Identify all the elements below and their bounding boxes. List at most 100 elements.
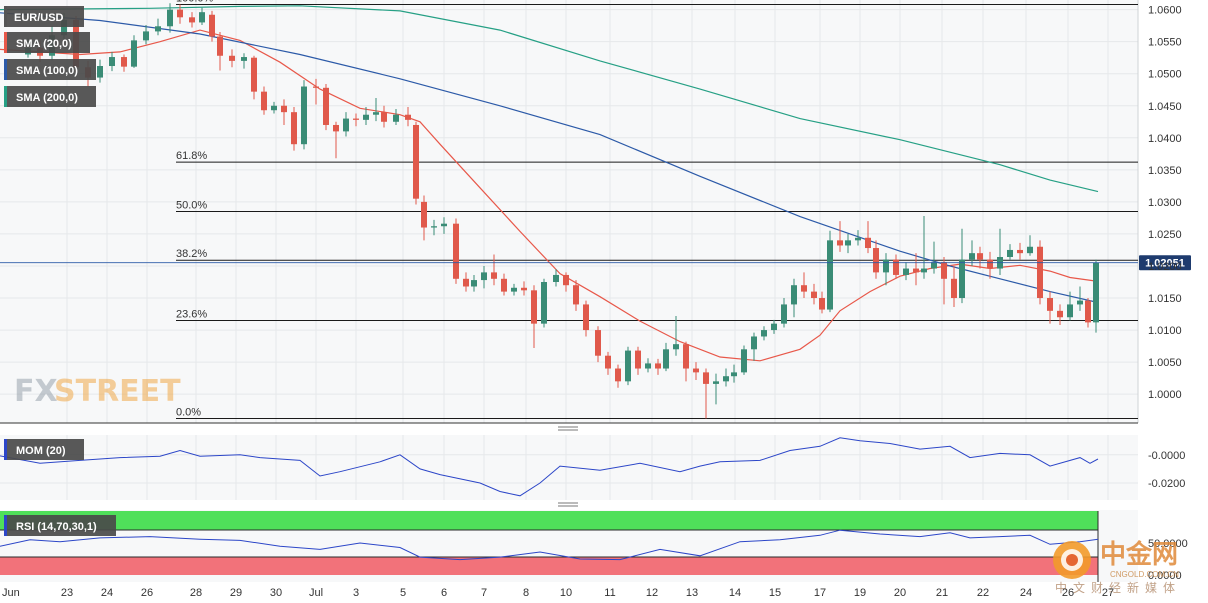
candle-down	[421, 195, 427, 241]
fib-level-label: 50.0%	[176, 200, 207, 212]
candle-body	[573, 285, 579, 305]
legend-rsi[interactable]: RSI (14,70,30,1)	[4, 515, 116, 536]
candle-body	[761, 330, 767, 337]
candle-body	[921, 268, 927, 273]
legend-sma20[interactable]: SMA (20,0)	[4, 32, 90, 53]
candle-body	[97, 66, 103, 78]
candle-up	[1067, 291, 1073, 321]
candle-body	[553, 274, 559, 282]
date-label: 28	[190, 587, 202, 599]
candle-body	[1027, 246, 1033, 254]
candle-body	[563, 274, 569, 286]
price-tick-label: 1.0350	[1148, 165, 1182, 177]
candle-down	[873, 240, 879, 279]
candle-down	[501, 273, 507, 296]
watermark-fx: FX	[14, 374, 58, 409]
candle-body	[655, 363, 661, 369]
price-tick-label: 1.0150	[1148, 293, 1182, 305]
candle-down	[261, 86, 267, 115]
date-label: 29	[230, 587, 242, 599]
candle-body	[583, 304, 589, 331]
candle-down	[1047, 291, 1053, 324]
candle-up	[1093, 259, 1099, 333]
candle-up	[97, 59, 103, 83]
candle-body	[421, 201, 427, 228]
candle-body	[837, 240, 843, 246]
candle-body	[605, 355, 611, 369]
candle-body	[865, 237, 871, 249]
candle-down	[531, 285, 537, 349]
candle-body	[301, 86, 307, 145]
date-label: 20	[894, 587, 906, 599]
candle-up	[921, 215, 927, 279]
candle-down	[693, 362, 699, 381]
candle-up	[883, 253, 889, 286]
candle-down	[951, 265, 957, 307]
candle-up	[393, 108, 399, 125]
candle-up	[761, 326, 767, 341]
candle-body	[281, 105, 287, 113]
date-label: 14	[729, 587, 741, 599]
candle-down	[941, 257, 947, 305]
date-label: 26	[141, 587, 153, 599]
price-tick-label: 1.0000	[1148, 389, 1182, 401]
candle-body	[155, 26, 161, 32]
candle-up	[723, 368, 729, 387]
candle-body	[723, 376, 729, 382]
candle-down	[811, 283, 817, 305]
candle-body	[811, 291, 817, 299]
last-price-value: 1.02051	[1145, 258, 1185, 270]
candle-up	[1077, 286, 1083, 311]
mom-line	[0, 437, 1099, 497]
candle-up	[471, 274, 477, 292]
candle-down	[563, 272, 569, 292]
date-label: 26	[1062, 587, 1074, 599]
candle-body	[251, 57, 257, 92]
panel-resize-handle-bottom[interactable]	[558, 502, 578, 507]
candle-down	[605, 351, 611, 375]
candle-body	[625, 350, 631, 382]
candle-body	[333, 124, 339, 132]
candle-body	[209, 14, 215, 37]
candle-body	[373, 112, 379, 115]
candle-body	[977, 253, 983, 260]
candle-body	[393, 114, 399, 122]
sma100-line	[0, 12, 1099, 304]
candle-body	[827, 240, 833, 310]
candle-down	[1017, 242, 1023, 260]
date-label: 5	[400, 587, 406, 599]
date-label: 27	[1102, 587, 1114, 599]
candle-body	[405, 114, 411, 120]
legend-mom[interactable]: MOM (20)	[4, 439, 84, 460]
fibonacci-levels: 100.0% 61.8% 50.0% 38.2% 23.6% 0.0%	[176, 0, 1138, 420]
candle-body	[501, 278, 507, 292]
legend-sma200[interactable]: SMA (200,0)	[4, 86, 96, 107]
candle-body	[189, 17, 195, 23]
sma20-label: SMA (20,0)	[16, 38, 72, 50]
candle-body	[931, 262, 937, 269]
rsi-oversold-zone	[0, 557, 1098, 575]
candle-up	[155, 18, 161, 36]
legend-sma100[interactable]: SMA (100,0)	[4, 59, 96, 80]
fib-level-label: 23.6%	[176, 308, 207, 320]
candle-body	[1067, 304, 1073, 318]
candle-down	[281, 99, 287, 125]
date-label: 3	[353, 587, 359, 599]
candle-body	[1017, 249, 1023, 254]
date-label: 19	[854, 587, 866, 599]
price-tick-label: 1.0600	[1148, 5, 1182, 17]
candlesticks	[25, 3, 1099, 419]
panel-resize-handle-top[interactable]	[558, 426, 578, 431]
candle-body	[121, 57, 127, 67]
watermark-street: STREET	[54, 374, 181, 409]
candle-body	[1077, 300, 1083, 305]
legend-symbol[interactable]: EUR/USD	[4, 6, 84, 27]
candle-down	[313, 78, 319, 105]
candle-body	[615, 368, 621, 382]
candle-up	[271, 101, 277, 114]
candle-body	[1093, 262, 1099, 323]
date-label: 22	[977, 587, 989, 599]
candle-body	[313, 86, 319, 88]
candle-up	[241, 53, 247, 69]
